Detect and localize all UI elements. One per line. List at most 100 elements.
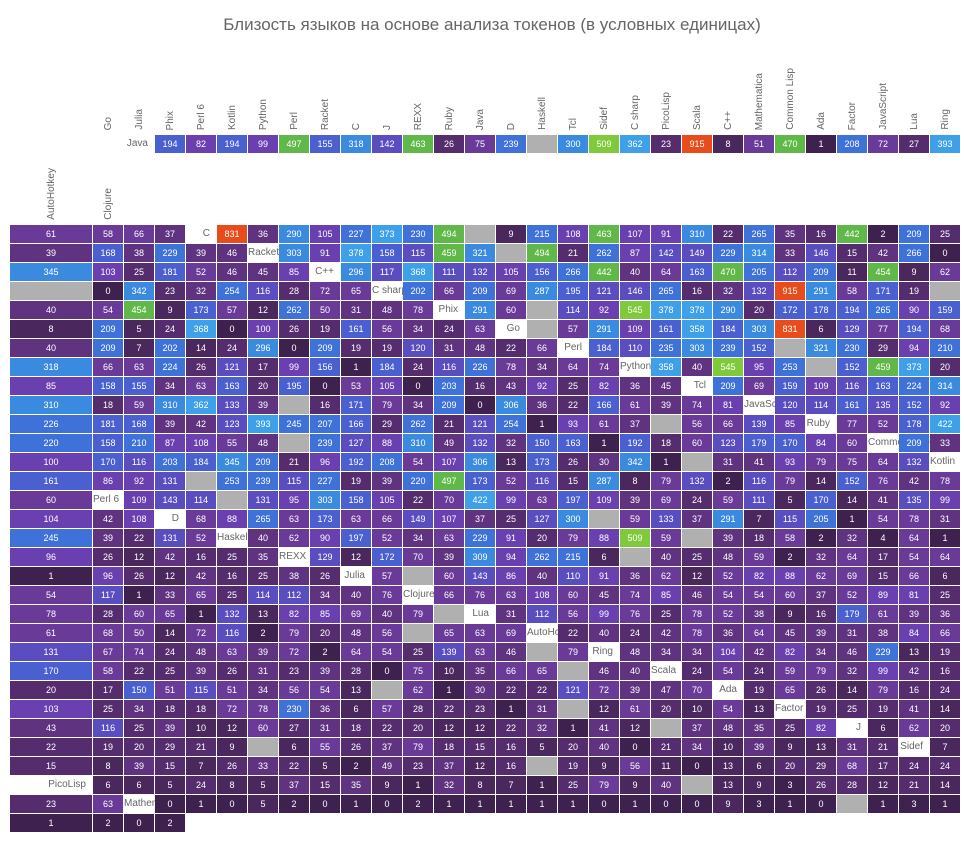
heatmap-cell: 254: [496, 415, 526, 433]
heatmap-cell: 59: [620, 510, 650, 528]
heatmap-cell: 266: [899, 244, 929, 262]
heatmap-cell: 1: [837, 510, 867, 528]
heatmap-cell: 41: [589, 719, 619, 737]
heatmap-cell: 24: [930, 681, 960, 699]
heatmap-cell: 35: [775, 225, 805, 243]
heatmap-cell: 345: [217, 453, 247, 471]
heatmap-cell: [682, 453, 712, 471]
heatmap-cell: 163: [558, 434, 588, 452]
heatmap-cell: 5: [310, 757, 340, 775]
heatmap-cell: 161: [651, 320, 681, 338]
heatmap-cell: 78: [248, 700, 278, 718]
heatmap-cell: 91: [589, 567, 619, 585]
heatmap-cell: 82: [589, 377, 619, 395]
col-header: REXX: [403, 45, 433, 134]
heatmap-cell: 52: [372, 529, 402, 547]
corner: [10, 45, 92, 130]
heatmap-cell: 300: [558, 510, 588, 528]
heatmap-cell: 509: [620, 529, 650, 547]
heatmap-cell: 291: [465, 301, 495, 319]
heatmap-cell: 33: [248, 757, 278, 775]
heatmap-cell: 239: [496, 135, 526, 153]
heatmap-cell: 15: [465, 738, 495, 756]
row-header: Common Lisp: [868, 434, 898, 452]
heatmap-cell: 27: [899, 135, 929, 153]
heatmap-cell: 25: [124, 719, 154, 737]
heatmap-cell: 20: [775, 757, 805, 775]
heatmap-cell: 40: [620, 263, 650, 281]
heatmap-cell: 68: [186, 510, 216, 528]
heatmap-cell: 91: [310, 244, 340, 262]
heatmap-cell: 91: [496, 529, 526, 547]
heatmap-cell: 184: [372, 358, 402, 376]
heatmap-cell: 22: [496, 719, 526, 737]
heatmap-cell: 13: [341, 681, 371, 699]
col-header: Ada: [806, 45, 836, 134]
heatmap-cell: 48: [186, 643, 216, 661]
heatmap-cell: 6: [124, 776, 154, 794]
heatmap-cell: 81: [713, 396, 743, 414]
heatmap-cell: 79: [868, 681, 898, 699]
heatmap-cell: 39: [186, 244, 216, 262]
heatmap-cell: 209: [899, 225, 929, 243]
heatmap-cell: 230: [279, 700, 309, 718]
heatmap-cell: 58: [775, 529, 805, 547]
heatmap-cell: 229: [155, 244, 185, 262]
heatmap-cell: 66: [434, 586, 464, 604]
chart-title: Близость языков на основе анализа токено…: [10, 15, 964, 35]
heatmap-cell: 230: [403, 225, 433, 243]
heatmap-cell: 26: [217, 757, 247, 775]
heatmap-cell: 0: [651, 795, 681, 813]
row-header: C++: [310, 263, 340, 281]
heatmap-cell: 262: [403, 415, 433, 433]
heatmap-cell: 19: [806, 700, 836, 718]
heatmap-cell: 48: [341, 624, 371, 642]
heatmap-cell: 194: [155, 135, 185, 153]
heatmap-cell: 25: [930, 225, 960, 243]
heatmap-cell: 19: [868, 700, 898, 718]
heatmap-cell: 13: [713, 757, 743, 775]
heatmap-cell: 24: [155, 643, 185, 661]
heatmap-cell: 40: [341, 586, 371, 604]
heatmap-cell: 509: [589, 135, 619, 153]
heatmap-cell: 209: [465, 282, 495, 300]
heatmap-cell: 208: [372, 453, 402, 471]
heatmap-cell: 342: [124, 282, 154, 300]
heatmap-cell: 6: [806, 320, 836, 338]
heatmap-cell: 13: [248, 605, 278, 623]
heatmap-cell: 107: [620, 225, 650, 243]
heatmap-cell: 40: [372, 605, 402, 623]
heatmap-cell: 60: [837, 434, 867, 452]
heatmap-cell: 10: [682, 700, 712, 718]
heatmap-cell: 13: [806, 738, 836, 756]
heatmap-cell: 16: [899, 681, 929, 699]
heatmap-cell: 22: [558, 396, 588, 414]
heatmap-cell: 16: [930, 662, 960, 680]
heatmap-cell: 156: [310, 358, 340, 376]
heatmap-cell: 46: [682, 586, 712, 604]
heatmap-cell: 49: [434, 434, 464, 452]
col-header: Racket: [310, 45, 340, 134]
heatmap-cell: 378: [651, 301, 681, 319]
heatmap-cell: 21: [868, 738, 898, 756]
heatmap-cell: 62: [930, 263, 960, 281]
heatmap-cell: 170: [806, 491, 836, 509]
heatmap-cell: 149: [403, 510, 433, 528]
heatmap-cell: 78: [682, 605, 712, 623]
heatmap-cell: [372, 681, 402, 699]
heatmap-cell: 82: [806, 719, 836, 737]
heatmap-cell: 75: [403, 662, 433, 680]
heatmap-cell: 2: [310, 643, 340, 661]
heatmap-cell: 115: [186, 681, 216, 699]
heatmap-cell: 63: [217, 643, 247, 661]
heatmap-cell: 123: [217, 415, 247, 433]
heatmap-cell: 93: [558, 415, 588, 433]
heatmap-cell: 109: [620, 320, 650, 338]
heatmap-cell: [527, 320, 557, 338]
heatmap-cell: 497: [279, 135, 309, 153]
heatmap-cell: 245: [279, 415, 309, 433]
heatmap-cell: 55: [310, 738, 340, 756]
col-header: Go: [93, 45, 123, 134]
heatmap-cell: 60: [775, 586, 805, 604]
heatmap-cell: 36: [620, 377, 650, 395]
